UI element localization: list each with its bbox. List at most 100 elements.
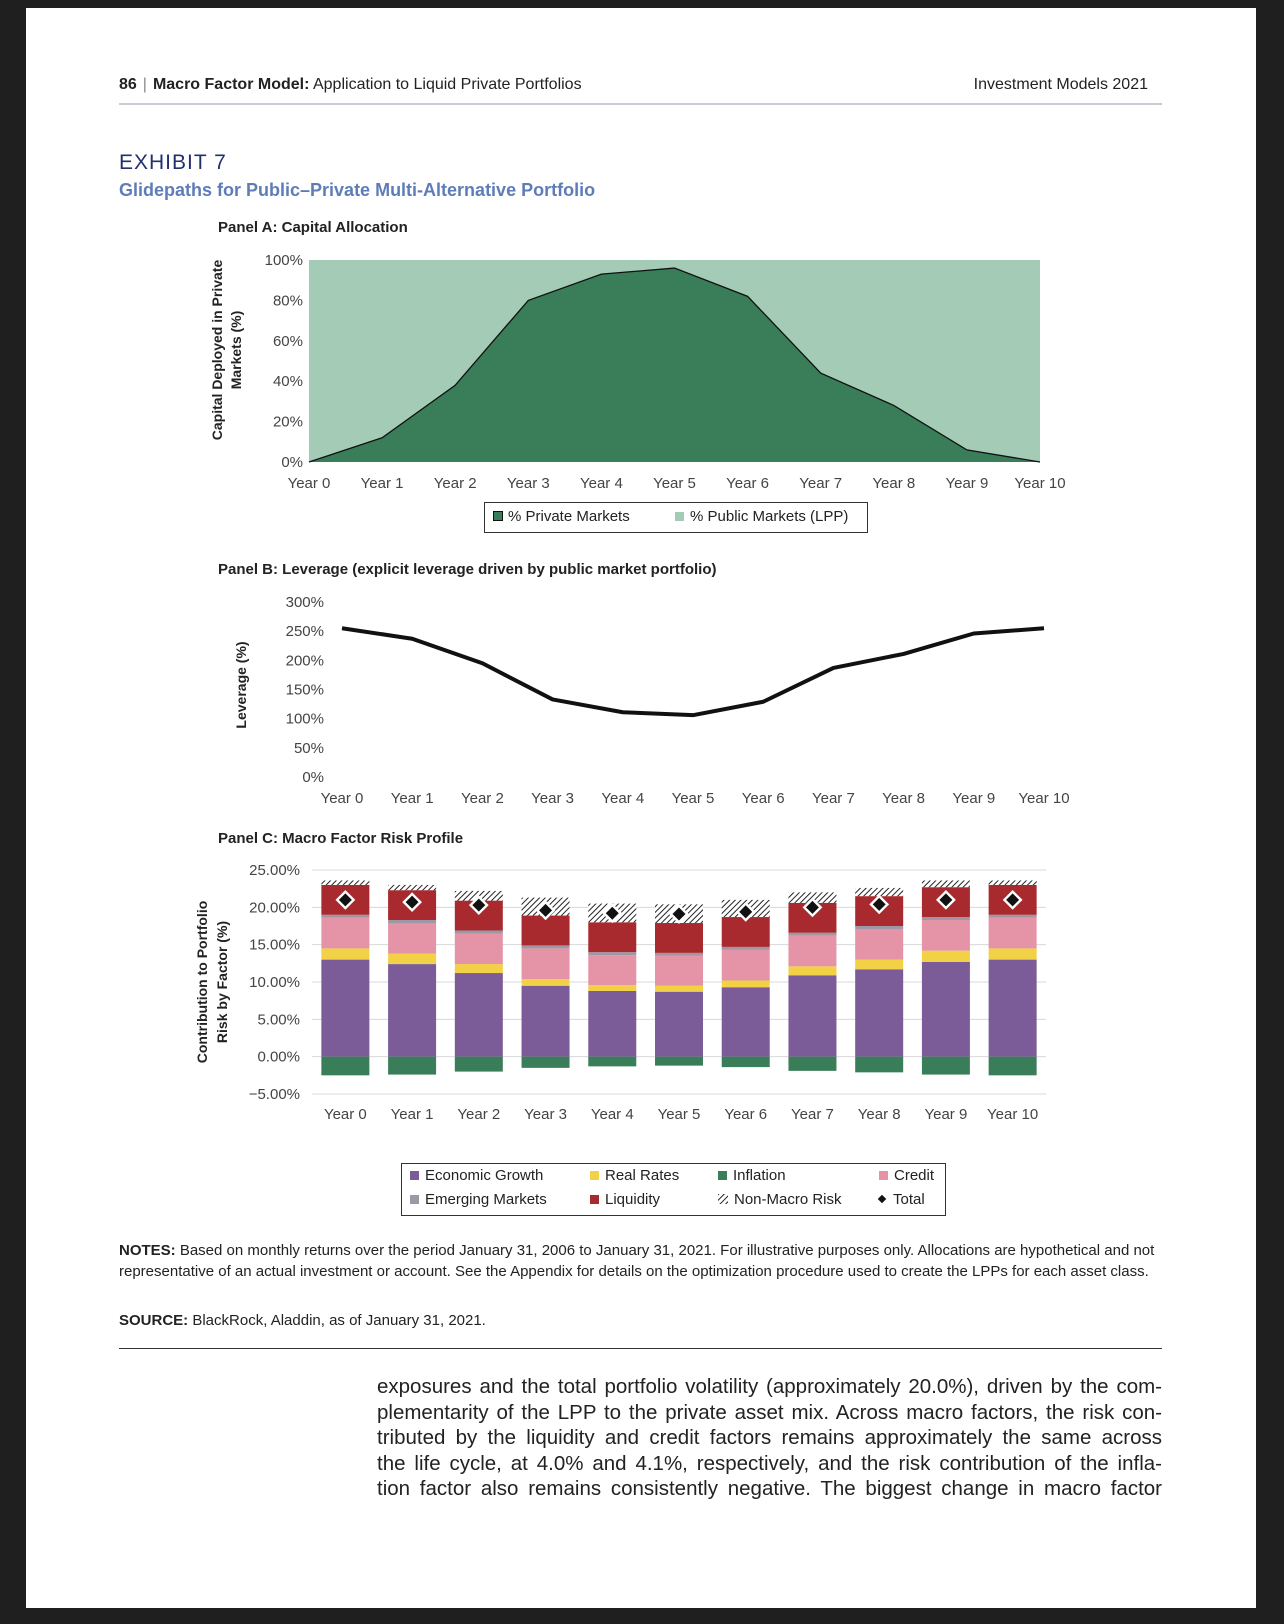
panel-a-legend: % Private Markets % Public Markets (LPP) [484, 502, 868, 533]
panel-b-yticks: 300% 250% 200% 150% 100% 50% 0% [286, 594, 324, 786]
non-macro-risk-segment [321, 880, 370, 885]
y-tick-label: 200% [286, 652, 324, 669]
inflation-segment [521, 1056, 570, 1068]
panel-c-chart: Contribution to Portfolio Risk by Factor… [196, 862, 1046, 1123]
emerging-markets-segment [454, 930, 503, 934]
x-tick-label: Year 1 [391, 1106, 434, 1123]
real-rates-segment [921, 950, 970, 962]
economic-growth-segment [454, 973, 503, 1057]
economic-growth-segment [988, 959, 1037, 1057]
economic-growth-segment [721, 987, 770, 1057]
real-rates-segment [521, 979, 570, 986]
real-rates-segment [588, 984, 637, 991]
inflation-segment [454, 1056, 503, 1072]
panel-a-ylabel-line1: Capital Deployed in Private [209, 260, 225, 441]
inflation-segment [321, 1056, 370, 1076]
credit-segment [588, 955, 637, 985]
emerging-markets-swatch-icon [410, 1194, 419, 1204]
panel-c-xticks: Year 0 Year 1 Year 2 Year 3 Year 4 Year 5 Year… [324, 1106, 1038, 1123]
page: 86 | Macro Factor Model: Application to Li… [26, 8, 1256, 1608]
leverage-line [341, 626, 1045, 718]
page-number: 86 [119, 76, 137, 93]
x-tick-label: Year 8 [858, 1106, 901, 1123]
x-tick-label: Year 5 [658, 1106, 701, 1123]
panel-a-ylabel-line2: Markets (%) [228, 311, 244, 390]
section-rule [119, 1348, 1162, 1349]
y-tick-label: 100% [265, 252, 303, 269]
economic-growth-segment [655, 991, 703, 1057]
exhibit-label: EXHIBIT 7 [119, 151, 227, 174]
panel-b-chart: Leverage (%) 300% 250% 200% 150% 100% 50% 0% Y… [233, 594, 1070, 807]
x-tick-label: Year 3 [524, 1106, 567, 1123]
public-swatch-icon [675, 511, 684, 521]
non-macro-risk-segment [855, 887, 904, 897]
y-tick-label: 5.00% [257, 1011, 300, 1028]
source: SOURCE: BlackRock, Aladdin, as of Januar… [119, 1312, 486, 1329]
y-tick-label: 40% [273, 373, 303, 390]
real-rates-segment [988, 948, 1037, 960]
inflation-segment [855, 1056, 904, 1073]
legend-item-inflation: Inflation [718, 1167, 786, 1184]
x-tick-label: Year 9 [924, 1106, 967, 1123]
y-tick-label: 15.00% [249, 937, 300, 954]
legend-item-emerging-markets: Emerging Markets [410, 1191, 547, 1208]
legend-private-label: % Private Markets [508, 508, 630, 525]
x-tick-label: Year 8 [882, 790, 925, 807]
liquidity-segment [655, 923, 703, 953]
x-tick-label: Year 8 [872, 475, 915, 492]
legend-item-credit: Credit [879, 1167, 934, 1184]
x-tick-label: Year 1 [391, 790, 434, 807]
y-tick-label: 25.00% [249, 862, 300, 879]
y-tick-label: −5.00% [249, 1086, 300, 1103]
header-title-rest: Application to Liquid Private Portfolios [312, 76, 582, 93]
y-tick-label: 100% [286, 711, 324, 728]
x-tick-label: Year 3 [531, 790, 574, 807]
body-line: tributed by the liquidity and credit fac… [377, 1426, 1162, 1449]
legend-item-private: % Private Markets [493, 508, 630, 525]
credit-segment [855, 928, 904, 960]
real-rates-segment [721, 980, 770, 988]
liquidity-segment [521, 915, 570, 946]
emerging-markets-segment [388, 920, 437, 924]
credit-segment [454, 933, 503, 965]
credit-segment [655, 955, 703, 986]
legend-non-macro-label: Non-Macro Risk [734, 1191, 842, 1208]
panel-c-yticks: 25.00% 20.00% 15.00% 10.00% 5.00% 0.00% −5.00% [249, 862, 300, 1103]
x-tick-label: Year 7 [812, 790, 855, 807]
x-tick-label: Year 4 [580, 475, 623, 492]
x-tick-label: Year 5 [672, 790, 715, 807]
body-line: tion factor also remains consistently ne… [377, 1477, 1162, 1500]
notes-label: NOTES: [119, 1242, 176, 1259]
x-tick-label: Year 10 [1018, 790, 1069, 807]
credit-segment [521, 948, 570, 980]
liquidity-segment [721, 917, 770, 947]
non-macro-risk-segment [388, 884, 437, 891]
total-marker [672, 907, 686, 921]
economic-growth-segment [521, 985, 570, 1057]
source-text: BlackRock, Aladdin, as of January 31, 20… [188, 1312, 486, 1329]
economic-growth-swatch-icon [410, 1170, 419, 1180]
x-tick-label: Year 5 [653, 475, 696, 492]
header-title-bold: Macro Factor Model: [152, 76, 310, 93]
inflation-segment [588, 1056, 637, 1067]
x-tick-label: Year 2 [457, 1106, 500, 1123]
legend-item-non-macro: Non-Macro Risk [718, 1191, 842, 1208]
real-rates-segment [855, 959, 904, 970]
non-macro-hatch-icon [718, 1194, 728, 1205]
legend-credit-label: Credit [894, 1167, 935, 1184]
y-tick-label: 80% [273, 292, 303, 309]
x-tick-label: Year 4 [601, 790, 644, 807]
y-tick-label: 60% [273, 333, 303, 350]
emerging-markets-segment [321, 914, 370, 918]
x-tick-label: Year 10 [987, 1106, 1038, 1123]
x-tick-label: Year 1 [361, 475, 404, 492]
legend-economic-growth-label: Economic Growth [425, 1167, 544, 1184]
running-header: 86 | Macro Factor Model: Application to Li… [119, 76, 582, 94]
economic-growth-segment [388, 964, 437, 1057]
source-label: SOURCE: [119, 1312, 189, 1329]
liquidity-segment [588, 922, 637, 953]
credit-segment [388, 923, 437, 954]
total-marker [872, 897, 886, 911]
panel-c-ylabel-line2: Risk by Factor (%) [214, 921, 230, 1043]
credit-segment [788, 935, 837, 967]
